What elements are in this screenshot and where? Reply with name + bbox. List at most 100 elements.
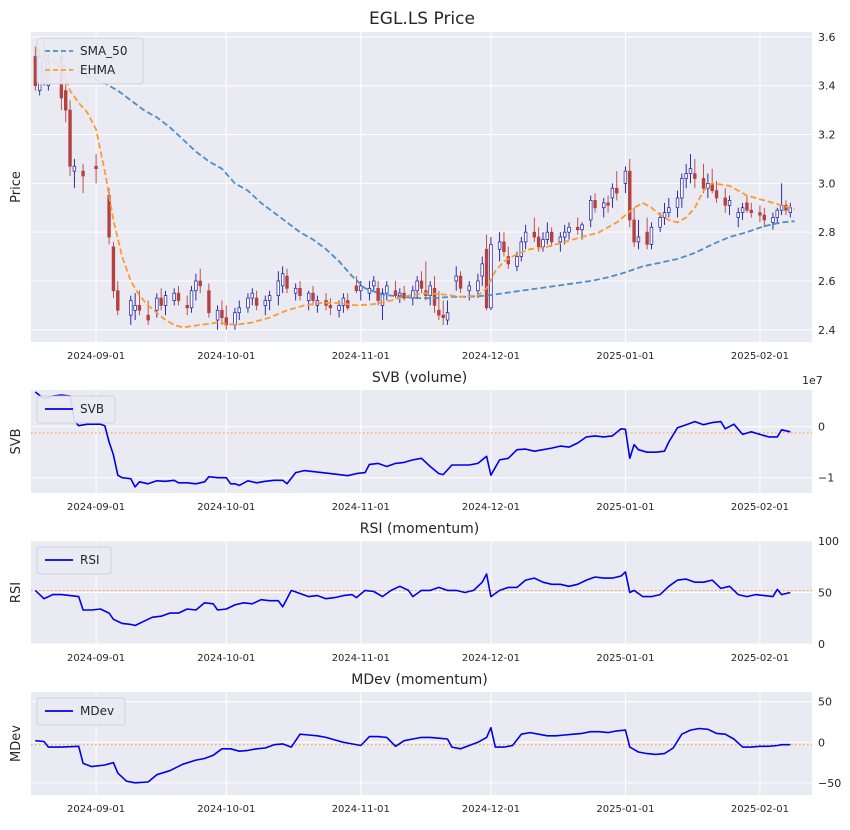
- candle: [367, 280, 372, 301]
- candle-body: [250, 292, 254, 299]
- figure-title: EGL.LS Price: [369, 9, 475, 29]
- candle-body: [623, 170, 628, 184]
- x-tick-label: 2024-11-01: [332, 351, 390, 362]
- y-tick-label: −50: [818, 777, 841, 790]
- candle: [385, 280, 389, 301]
- candle: [649, 222, 654, 250]
- candle-body: [72, 165, 77, 172]
- candle: [623, 166, 628, 194]
- candle-body: [116, 290, 120, 311]
- candle: [589, 195, 593, 228]
- candle: [484, 234, 489, 311]
- candle-body: [632, 219, 636, 243]
- y-tick-label: 2.8: [818, 226, 836, 239]
- candle-body: [354, 285, 359, 292]
- candle: [72, 158, 77, 189]
- candle: [176, 285, 181, 306]
- candle-body: [445, 312, 450, 321]
- series-line-sma-50: [35, 55, 795, 299]
- y-tick-label: 2.6: [818, 275, 836, 288]
- candle: [567, 222, 571, 240]
- candle-body: [680, 178, 684, 199]
- y-axis-label: RSI: [9, 582, 24, 603]
- candle-body: [428, 285, 432, 296]
- panel-price: 2024-09-01 2024-10-01 2024-11-01 2024-12-01…: [9, 31, 836, 362]
- candle-body: [263, 300, 267, 306]
- candle: [163, 290, 168, 316]
- candle-body: [549, 231, 554, 243]
- legend-box: [36, 395, 116, 424]
- candle-body: [523, 231, 528, 243]
- candle-body: [94, 165, 98, 170]
- candle-body: [497, 241, 502, 250]
- y-tick-labels: −1 0: [818, 421, 834, 485]
- candle-body: [372, 280, 376, 287]
- y-tick-label: 3.4: [818, 80, 836, 93]
- candle-body: [306, 292, 311, 301]
- x-tick-label: 2025-01-01: [596, 804, 654, 815]
- candle-body: [502, 241, 506, 253]
- candle: [298, 280, 302, 301]
- candle-body: [402, 292, 406, 299]
- candle: [606, 195, 610, 213]
- y-tick-labels: 2.4 2.6 2.8 3.0 3.2 3.4 3.6: [818, 31, 836, 337]
- candle: [393, 280, 398, 299]
- y-tick-label: 3.0: [818, 177, 836, 190]
- candle-body: [649, 226, 654, 245]
- candle-body: [480, 263, 484, 277]
- x-tick-label: 2024-12-01: [462, 351, 520, 362]
- x-tick-labels: 2024-09-01 2024-10-01 2024-11-01 2024-12-01…: [67, 804, 789, 815]
- candle: [680, 173, 684, 208]
- candle: [706, 173, 710, 198]
- candle: [593, 193, 597, 213]
- candle-body: [215, 309, 220, 321]
- candle-body: [159, 297, 163, 306]
- candle: [723, 188, 727, 213]
- candle-body: [532, 231, 537, 238]
- candle-body: [688, 168, 693, 174]
- candle-body: [398, 292, 402, 296]
- candle: [68, 100, 72, 177]
- candle-body: [189, 290, 194, 309]
- candle: [558, 232, 563, 252]
- candle: [254, 290, 259, 311]
- candle: [224, 305, 228, 330]
- candle: [758, 205, 762, 223]
- candle-body: [328, 305, 333, 309]
- candle: [354, 276, 359, 294]
- x-tick-labels: 2024-09-01 2024-10-01 2024-11-01 2024-12-01…: [67, 351, 789, 362]
- candle: [280, 266, 285, 294]
- candle: [675, 190, 680, 218]
- plot-content: [31, 571, 812, 627]
- y-tick-label: 50: [818, 696, 832, 709]
- candle-body: [775, 209, 779, 218]
- plot-area: [31, 390, 812, 493]
- y-tick-label: −1: [818, 472, 834, 485]
- candle-body: [194, 280, 198, 292]
- gridlines: [31, 692, 812, 795]
- candle: [489, 237, 493, 311]
- candle-body: [727, 200, 732, 206]
- legend-label: SMA_50: [80, 44, 127, 58]
- x-tick-label: 2024-10-01: [197, 653, 255, 664]
- candle: [159, 288, 163, 311]
- y-axis-label: Price: [9, 171, 24, 203]
- candle-body: [276, 280, 281, 296]
- x-tick-label: 2024-12-01: [462, 804, 520, 815]
- candle-body: [293, 287, 298, 294]
- candle: [701, 163, 706, 194]
- candle-body: [207, 290, 211, 314]
- x-tick-label: 2024-09-01: [67, 653, 125, 664]
- candle-body: [536, 236, 541, 248]
- candle-body: [602, 202, 606, 209]
- candle-body: [723, 197, 727, 206]
- x-tick-labels: 2024-09-01 2024-10-01 2024-11-01 2024-12-01…: [67, 653, 789, 664]
- candle-body: [758, 212, 762, 216]
- legend: SVB: [36, 395, 116, 424]
- candle: [745, 195, 749, 213]
- y-axis-label: SVB: [9, 428, 24, 454]
- candle-body: [64, 90, 68, 111]
- candle-body: [233, 312, 237, 326]
- candle: [437, 290, 441, 321]
- candle-body: [337, 305, 341, 311]
